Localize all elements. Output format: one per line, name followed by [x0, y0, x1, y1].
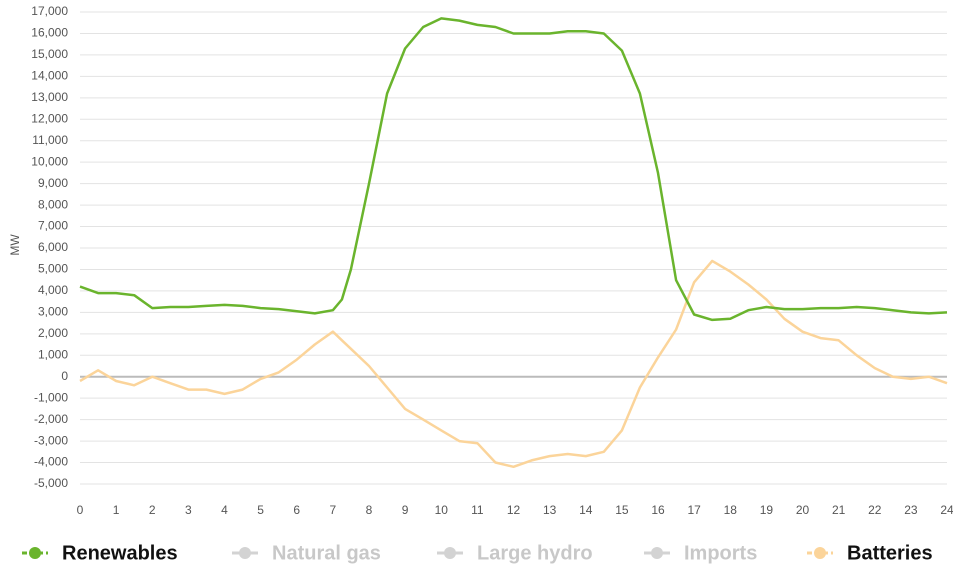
y-tick-label: 4,000 [38, 283, 68, 297]
x-tick-label: 24 [940, 503, 953, 517]
legend-label: Batteries [847, 542, 933, 564]
y-tick-label: 15,000 [31, 47, 68, 61]
x-tick-label: 1 [113, 503, 120, 517]
x-tick-label: 14 [579, 503, 593, 517]
y-tick-label: 9,000 [38, 176, 68, 190]
y-tick-label: 3,000 [38, 305, 68, 319]
x-tick-label: 11 [471, 503, 484, 517]
x-tick-label: 3 [185, 503, 192, 517]
y-tick-label: -3,000 [34, 433, 68, 447]
x-tick-label: 19 [760, 503, 774, 517]
x-tick-label: 21 [832, 503, 846, 517]
x-tick-label: 22 [868, 503, 882, 517]
y-tick-label: 12,000 [31, 111, 68, 125]
series-line [79, 259, 948, 469]
x-tick-label: 4 [221, 503, 228, 517]
x-tick-label: 18 [724, 503, 738, 517]
y-tick-label: 6,000 [38, 240, 68, 254]
legend-marker [814, 547, 826, 559]
x-tick-label: 10 [435, 503, 449, 517]
y-tick-label: 8,000 [38, 197, 68, 211]
y-tick-label: 10,000 [31, 154, 68, 168]
x-tick-label: 15 [615, 503, 629, 517]
x-tick-label: 2 [149, 503, 156, 517]
legend-marker [29, 547, 41, 559]
y-tick-label: 11,000 [32, 133, 68, 147]
y-tick-label: 2,000 [38, 326, 68, 340]
legend-marker [651, 547, 663, 559]
x-tick-label: 7 [330, 503, 337, 517]
y-tick-label: 16,000 [31, 26, 68, 40]
y-tick-label: -5,000 [34, 476, 68, 490]
legend-label: Natural gas [272, 542, 381, 564]
legend-label: Imports [684, 542, 757, 564]
y-tick-label: -2,000 [34, 412, 68, 426]
y-tick-label: -4,000 [34, 455, 68, 469]
x-tick-label: 23 [904, 503, 918, 517]
y-tick-label: 7,000 [38, 219, 68, 233]
y-tick-label: 1,000 [38, 347, 68, 361]
legend-label: Large hydro [477, 542, 593, 564]
legend-label: Renewables [62, 542, 178, 564]
y-tick-label: 13,000 [31, 90, 68, 104]
x-tick-label: 16 [651, 503, 665, 517]
y-tick-label: 0 [61, 369, 68, 383]
x-tick-label: 13 [543, 503, 557, 517]
x-tick-label: 20 [796, 503, 810, 517]
x-tick-label: 8 [366, 503, 373, 517]
legend-marker [444, 547, 456, 559]
x-tick-label: 17 [687, 503, 701, 517]
x-tick-label: 12 [507, 503, 521, 517]
y-tick-label: 17,000 [31, 4, 68, 18]
x-tick-label: 5 [257, 503, 264, 517]
x-tick-label: 9 [402, 503, 409, 517]
x-tick-label: 6 [293, 503, 300, 517]
series-line [79, 17, 948, 322]
x-tick-label: 0 [77, 503, 84, 517]
legend-marker [239, 547, 251, 559]
y-axis-label: MW [8, 234, 22, 256]
y-tick-label: 5,000 [38, 262, 68, 276]
y-tick-label: -1,000 [34, 390, 68, 404]
y-tick-label: 14,000 [31, 69, 68, 83]
